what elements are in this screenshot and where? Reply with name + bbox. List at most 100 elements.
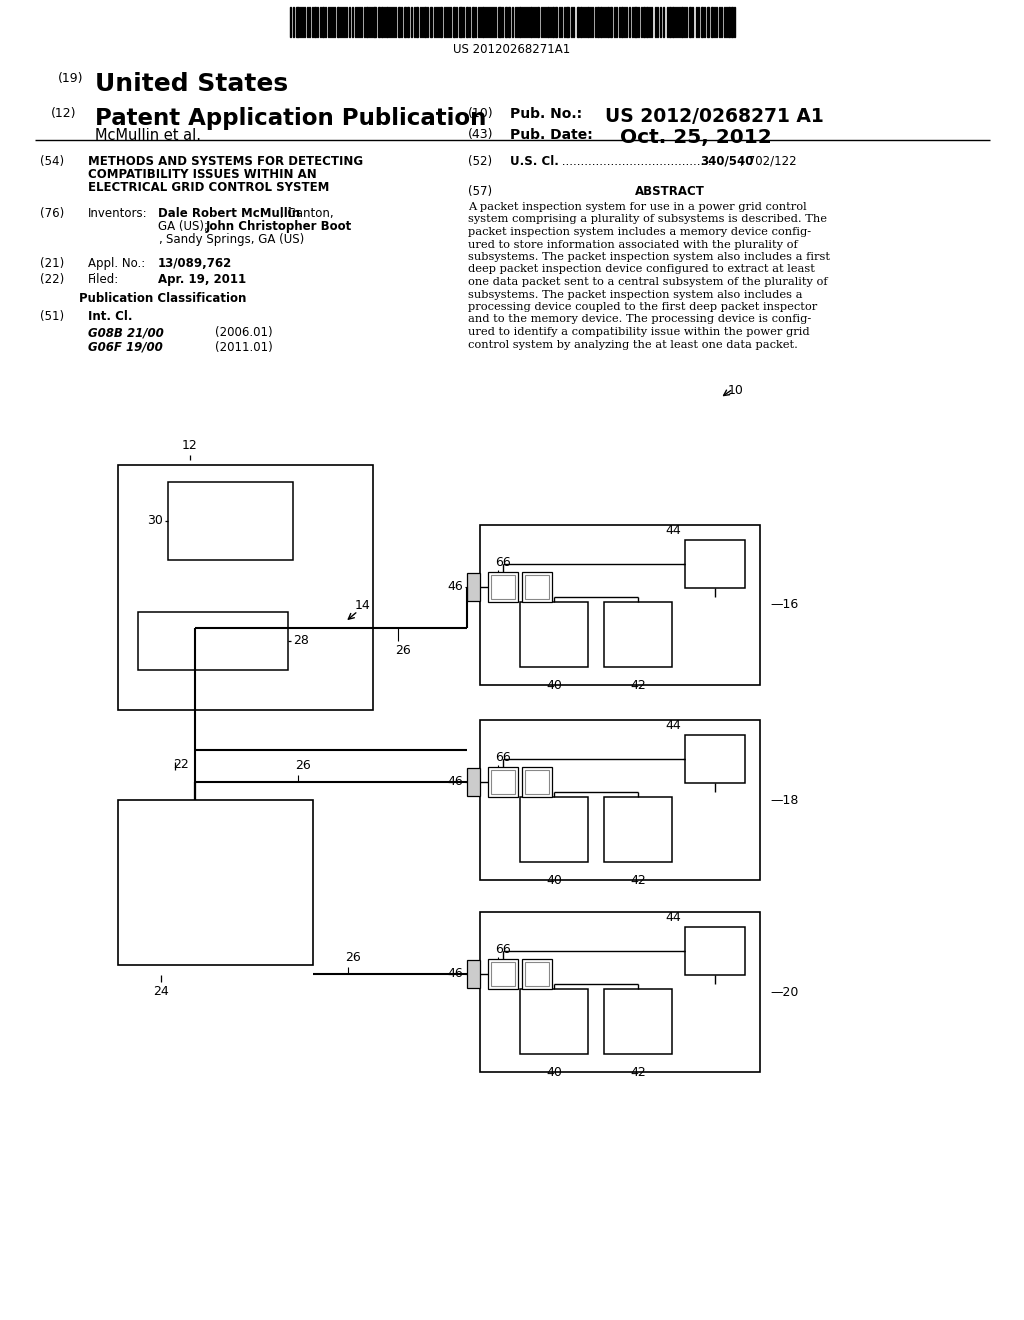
Bar	[430, 7, 432, 37]
Text: 66: 66	[496, 942, 511, 956]
Text: Inventors:: Inventors:	[88, 207, 147, 220]
Text: system comprising a plurality of subsystems is described. The: system comprising a plurality of subsyst…	[468, 214, 827, 224]
Text: John Christopher Boot: John Christopher Boot	[206, 220, 352, 234]
Text: 340/540: 340/540	[700, 154, 754, 168]
Text: deep packet inspection device configured to extract at least: deep packet inspection device configured…	[468, 264, 815, 275]
Text: (12): (12)	[51, 107, 77, 120]
Bar	[118, 800, 313, 965]
Bar	[522, 958, 552, 989]
Text: 13/089,762: 13/089,762	[158, 257, 232, 271]
Bar	[472, 7, 474, 37]
Text: 26: 26	[345, 950, 360, 964]
Bar	[646, 7, 648, 37]
Text: Dale Robert McMullin: Dale Robert McMullin	[158, 207, 300, 220]
Bar	[681, 7, 683, 37]
Text: (2006.01): (2006.01)	[215, 326, 272, 339]
Bar	[488, 958, 518, 989]
Bar	[337, 7, 339, 37]
Bar	[707, 7, 709, 37]
Text: 10: 10	[728, 384, 743, 396]
Bar	[490, 574, 515, 599]
Text: ; 702/122: ; 702/122	[740, 154, 797, 168]
Text: (10): (10)	[468, 107, 494, 120]
Bar	[555, 7, 557, 37]
Text: 40: 40	[546, 1067, 562, 1078]
Text: one data packet sent to a central subsystem of the plurality of: one data packet sent to a central subsys…	[468, 277, 827, 286]
Bar	[604, 602, 672, 667]
Bar	[525, 962, 549, 986]
Text: 46: 46	[447, 775, 463, 788]
Bar	[498, 7, 501, 37]
Bar	[685, 735, 745, 783]
Bar	[577, 7, 579, 37]
Bar	[610, 7, 612, 37]
Bar	[490, 962, 515, 986]
Bar	[701, 7, 703, 37]
Text: (22): (22)	[40, 273, 65, 286]
Bar	[467, 573, 480, 601]
Text: Oct. 25, 2012: Oct. 25, 2012	[620, 128, 772, 147]
Text: COMPATIBILITY ISSUES WITHIN AN: COMPATIBILITY ISSUES WITHIN AN	[88, 168, 316, 181]
Bar	[530, 7, 532, 37]
Text: subsystems. The packet inspection system also includes a: subsystems. The packet inspection system…	[468, 289, 803, 300]
Bar	[643, 7, 645, 37]
Text: ,: ,	[158, 234, 162, 246]
Bar	[566, 7, 569, 37]
Text: Appl. No.:: Appl. No.:	[88, 257, 145, 271]
Text: US 20120268271A1: US 20120268271A1	[454, 44, 570, 55]
Text: 26: 26	[295, 759, 310, 772]
Bar	[466, 7, 468, 37]
Bar	[547, 7, 549, 37]
Bar	[416, 7, 418, 37]
Text: 30: 30	[147, 515, 163, 528]
Bar	[522, 767, 552, 797]
Text: ABSTRACT: ABSTRACT	[635, 185, 705, 198]
Text: ured to store information associated with the plurality of: ured to store information associated wit…	[468, 239, 798, 249]
Bar	[685, 540, 745, 587]
Bar	[459, 7, 462, 37]
Text: (52): (52)	[468, 154, 493, 168]
Text: 42: 42	[630, 874, 646, 887]
Text: 40: 40	[546, 678, 562, 692]
Bar	[587, 7, 589, 37]
Text: (54): (54)	[40, 154, 65, 168]
Text: 44: 44	[666, 911, 681, 924]
Bar	[482, 7, 484, 37]
Text: (43): (43)	[468, 128, 494, 141]
Text: 22: 22	[173, 759, 188, 771]
Text: 66: 66	[496, 556, 511, 569]
Text: Publication Classification: Publication Classification	[79, 292, 247, 305]
Text: 66: 66	[496, 751, 511, 764]
Text: —20: —20	[770, 986, 799, 998]
Text: processing device coupled to the first deep packet inspector: processing device coupled to the first d…	[468, 302, 817, 312]
Text: packet inspection system includes a memory device config-: packet inspection system includes a memo…	[468, 227, 811, 238]
Text: G06F 19/00: G06F 19/00	[88, 341, 163, 354]
Text: Patent Application Publication: Patent Application Publication	[95, 107, 486, 129]
Text: 44: 44	[666, 719, 681, 733]
Bar	[488, 572, 518, 602]
Bar	[520, 989, 588, 1053]
Text: McMullin et al.: McMullin et al.	[95, 128, 201, 143]
Bar	[398, 7, 400, 37]
Bar	[296, 7, 299, 37]
Text: —16: —16	[770, 598, 799, 611]
Text: (21): (21)	[40, 257, 65, 271]
Text: control system by analyzing the at least one data packet.: control system by analyzing the at least…	[468, 339, 798, 350]
Text: United States: United States	[95, 73, 288, 96]
Bar	[453, 7, 455, 37]
Bar	[525, 574, 549, 599]
Text: 46: 46	[447, 968, 463, 981]
Text: 44: 44	[666, 524, 681, 537]
Bar	[580, 7, 582, 37]
Bar	[490, 770, 515, 793]
Text: 46: 46	[447, 581, 463, 593]
Text: G08B 21/00: G08B 21/00	[88, 326, 164, 339]
Bar	[689, 7, 691, 37]
Bar	[480, 719, 760, 880]
Bar	[537, 7, 539, 37]
Text: 40: 40	[546, 874, 562, 887]
Text: ........................................: ........................................	[558, 154, 712, 168]
Bar	[604, 989, 672, 1053]
Text: Filed:: Filed:	[88, 273, 119, 286]
Text: Int. Cl.: Int. Cl.	[88, 310, 132, 323]
